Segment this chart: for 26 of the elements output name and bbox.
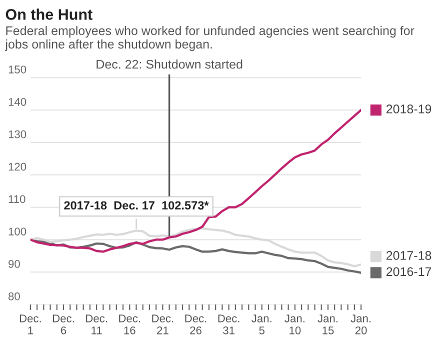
y-tick-label: 80 xyxy=(8,292,20,300)
x-tick-label: Dec. 11 xyxy=(86,314,107,334)
ref-line-label: Dec. 22: Shutdown started xyxy=(96,59,242,69)
x-tick-label: Dec. 21 xyxy=(152,314,174,334)
legend-label: 2017-18 xyxy=(386,251,432,260)
x-tick-label: Dec. 31 xyxy=(218,314,240,334)
x-tick-label: Dec. 1 xyxy=(20,314,41,334)
y-tick-label: 90 xyxy=(8,260,20,268)
chart-title: On the Hunt xyxy=(6,8,92,20)
x-tick-label: Dec. 26 xyxy=(185,314,206,334)
y-tick-label: 150 xyxy=(8,66,26,74)
y-tick-label: 110 xyxy=(8,195,26,204)
annotation: 2017-18 Dec. 17 102.573* xyxy=(64,201,209,210)
x-tick-label: Jan. 10 xyxy=(284,314,304,334)
chart-subtitle: Federal employees who worked for unfunded agencies went searching for jobs online after the shutdown began. xyxy=(4,26,414,52)
legend-label: 2016-17 xyxy=(386,267,432,276)
x-tick-label: Dec. 16 xyxy=(119,314,140,334)
x-tick-label: Jan. 15 xyxy=(318,314,338,334)
x-tick-label: Dec. 6 xyxy=(53,314,74,334)
y-tick-label: 140 xyxy=(8,98,26,106)
y-tick-label: 120 xyxy=(8,162,26,171)
legend-label: 2018-19 xyxy=(386,104,432,114)
y-tick-label: 100 xyxy=(8,228,26,236)
y-tick-label: 130 xyxy=(8,130,26,138)
x-tick-label: Jan. 20 xyxy=(350,314,371,334)
x-tick-label: Jan. 5 xyxy=(252,314,272,334)
